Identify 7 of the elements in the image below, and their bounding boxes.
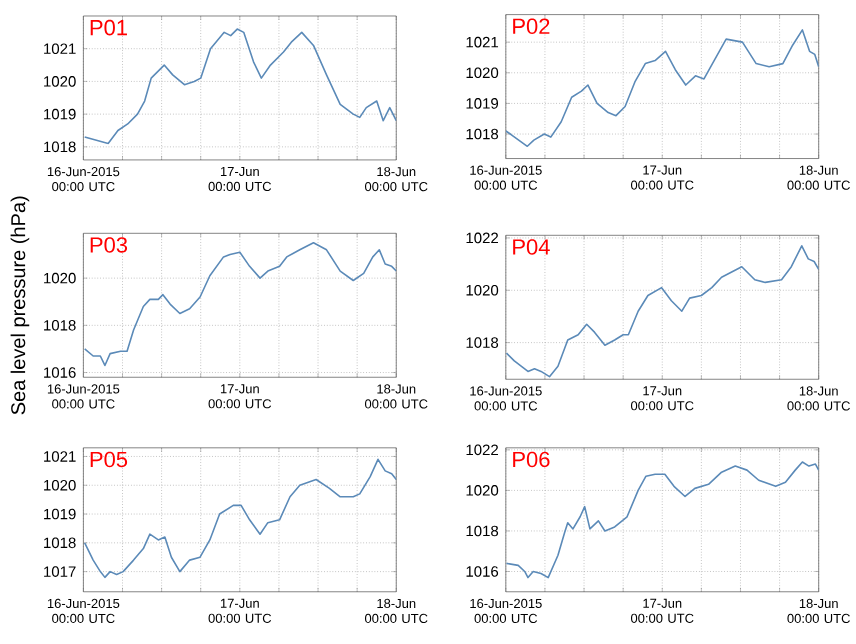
- y-axis-title: Sea level pressure (hPa): [10, 196, 30, 415]
- chart-title: P04: [513, 239, 550, 255]
- chart-title: P06: [513, 451, 550, 468]
- chart-title: P01: [90, 19, 127, 36]
- chart-title: P05: [90, 451, 128, 468]
- chart-title: P03: [90, 237, 128, 253]
- chart-title: P02: [513, 18, 550, 35]
